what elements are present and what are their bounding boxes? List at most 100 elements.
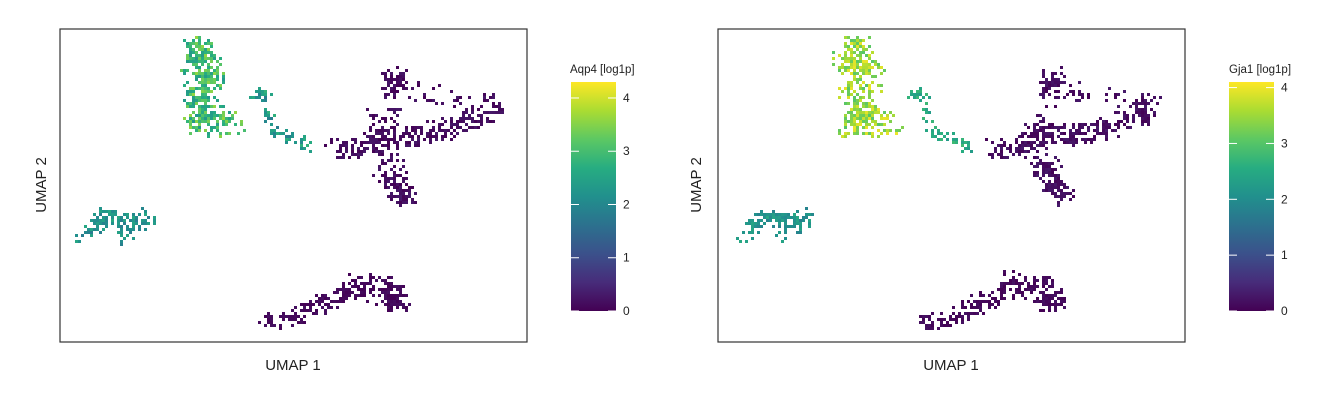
data-point xyxy=(393,180,396,183)
data-point xyxy=(1033,129,1036,132)
data-point xyxy=(339,156,342,159)
data-point xyxy=(384,75,387,78)
data-point xyxy=(1003,141,1006,144)
data-point xyxy=(492,102,495,105)
data-point xyxy=(219,135,222,138)
data-point xyxy=(207,69,210,72)
data-point xyxy=(967,312,970,315)
data-point xyxy=(192,60,195,63)
data-point xyxy=(255,96,258,99)
data-point xyxy=(324,312,327,315)
data-point xyxy=(868,96,871,99)
data-point xyxy=(288,138,291,141)
data-point xyxy=(234,123,237,126)
data-point xyxy=(195,120,198,123)
data-point xyxy=(1144,108,1147,111)
data-point xyxy=(198,75,201,78)
data-point xyxy=(378,150,381,153)
data-point xyxy=(369,291,372,294)
data-point xyxy=(324,309,327,312)
data-point xyxy=(940,132,943,135)
data-point xyxy=(126,213,129,216)
data-point xyxy=(1063,306,1066,309)
data-point xyxy=(961,141,964,144)
data-point xyxy=(1054,156,1057,159)
data-point xyxy=(1063,192,1066,195)
data-point xyxy=(1075,132,1078,135)
data-point xyxy=(862,45,865,48)
data-point xyxy=(255,90,258,93)
data-point xyxy=(1000,153,1003,156)
data-point xyxy=(1057,180,1060,183)
data-point xyxy=(847,111,850,114)
data-point xyxy=(841,72,844,75)
data-point xyxy=(934,135,937,138)
data-point xyxy=(973,312,976,315)
data-point xyxy=(952,318,955,321)
data-point xyxy=(1018,144,1021,147)
data-point xyxy=(399,72,402,75)
data-point xyxy=(462,114,465,117)
data-point xyxy=(414,141,417,144)
data-point xyxy=(372,288,375,291)
data-point xyxy=(387,294,390,297)
data-point xyxy=(372,141,375,144)
data-point xyxy=(1054,186,1057,189)
data-point xyxy=(405,189,408,192)
data-point xyxy=(922,96,925,99)
data-point xyxy=(390,192,393,195)
data-point xyxy=(204,84,207,87)
data-point xyxy=(342,156,345,159)
data-point xyxy=(393,297,396,300)
data-point xyxy=(405,294,408,297)
data-point xyxy=(270,129,273,132)
data-point xyxy=(390,126,393,129)
data-point xyxy=(979,291,982,294)
data-point xyxy=(751,222,754,225)
data-point xyxy=(1045,297,1048,300)
data-point xyxy=(360,288,363,291)
data-point xyxy=(1000,150,1003,153)
colorbar-label: Aqp4 [log1p] xyxy=(570,64,635,76)
data-point xyxy=(1123,111,1126,114)
data-point xyxy=(1063,132,1066,135)
data-point xyxy=(856,93,859,96)
data-point xyxy=(1141,111,1144,114)
data-point xyxy=(877,66,880,69)
data-point xyxy=(381,132,384,135)
data-point xyxy=(979,300,982,303)
data-point xyxy=(856,105,859,108)
data-point xyxy=(1102,129,1105,132)
data-point xyxy=(1090,138,1093,141)
data-point xyxy=(1057,195,1060,198)
data-point xyxy=(1024,279,1027,282)
data-point xyxy=(408,195,411,198)
data-point xyxy=(381,135,384,138)
data-point xyxy=(853,102,856,105)
data-point xyxy=(387,186,390,189)
data-point xyxy=(399,303,402,306)
data-point xyxy=(1102,126,1105,129)
data-point xyxy=(964,141,967,144)
data-point xyxy=(393,93,396,96)
data-point xyxy=(288,318,291,321)
data-point xyxy=(808,219,811,222)
data-point xyxy=(1051,141,1054,144)
data-point xyxy=(99,207,102,210)
data-point xyxy=(1144,102,1147,105)
data-point xyxy=(372,276,375,279)
data-point xyxy=(429,135,432,138)
data-point xyxy=(919,93,922,96)
data-point xyxy=(865,111,868,114)
data-point xyxy=(414,144,417,147)
data-point xyxy=(1033,276,1036,279)
data-point xyxy=(760,213,763,216)
data-point xyxy=(847,60,850,63)
data-point xyxy=(402,159,405,162)
data-point xyxy=(264,108,267,111)
data-point xyxy=(967,141,970,144)
data-point xyxy=(919,315,922,318)
data-point xyxy=(471,105,474,108)
data-point xyxy=(474,120,477,123)
data-point xyxy=(1033,171,1036,174)
